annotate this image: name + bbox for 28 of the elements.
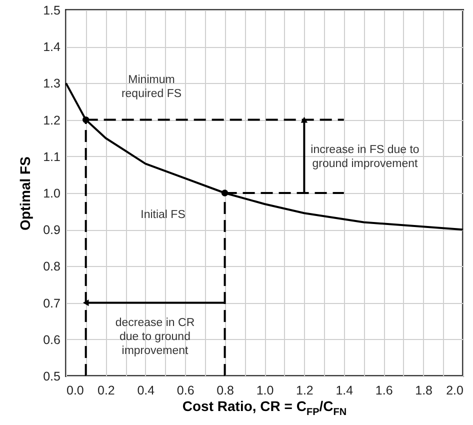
x-tick-label: 0.6 (176, 384, 194, 398)
x-tick-label: 2.0 (446, 384, 464, 398)
annotation: increase in FS due to ground improvement (310, 143, 420, 171)
x-tick-label: 0.8 (216, 384, 234, 398)
x-tick-label: 0.2 (98, 384, 115, 398)
y-tick-label: 0.9 (43, 223, 61, 238)
x-tick-label: 1.8 (415, 384, 433, 398)
x-axis-title: Cost Ratio, CR = C$_{FP}$/C$_{FN}$ (181, 398, 348, 418)
y-tick-label: 1.1 (43, 150, 61, 164)
x-tick-label: 0.4 (137, 384, 155, 398)
y-tick-label: 1.0 (43, 186, 61, 200)
y-tick-label: 0.8 (43, 260, 61, 274)
y-tick-label: 0.7 (43, 296, 61, 310)
x-tick-label: 1.0 (256, 384, 274, 398)
y-tick-label: 1.5 (43, 4, 61, 18)
y-tick-label: 1.2 (43, 113, 61, 128)
y-tick-label: 0.6 (43, 332, 61, 347)
x-tick-label: 1.2 (296, 384, 314, 398)
y-tick-label: 0.5 (43, 370, 61, 384)
y-tick-label: 1.4 (43, 40, 61, 54)
annotation: Initial FS (140, 208, 186, 222)
x-tick-label: 1.4 (336, 384, 354, 398)
x-tick-label: 1.6 (375, 384, 393, 398)
y-axis-title: Optimal FS (17, 156, 34, 230)
y-tick-label: 1.3 (43, 76, 61, 91)
x-tick-label: 0.0 (66, 384, 84, 398)
annotation: decrease in CR due to ground improvement (114, 316, 196, 358)
annotation: Minimum required FS (120, 73, 183, 101)
